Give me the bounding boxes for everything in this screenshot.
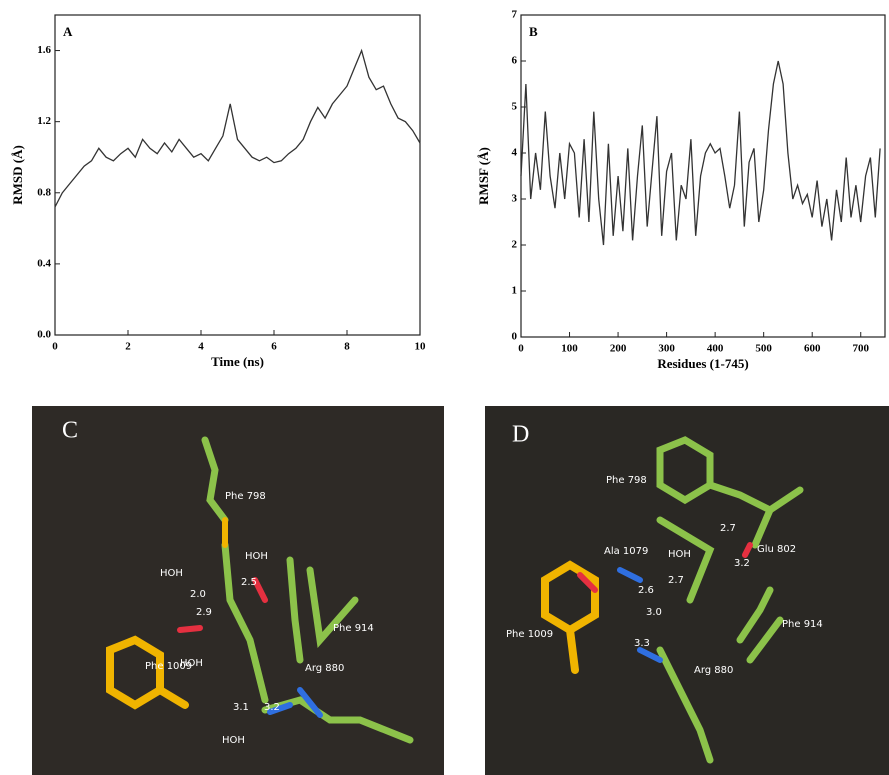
panel-label: B <box>529 24 538 39</box>
y-axis-label: RMSF (Å) <box>476 147 491 205</box>
x-axis-label: Residues (1-745) <box>657 356 748 371</box>
structure-annotation: Arg 880 <box>694 665 733 676</box>
structure-panel-label: C <box>62 418 78 444</box>
y-tick-label: 0 <box>512 331 518 343</box>
x-tick-label: 700 <box>852 343 869 355</box>
molecule-c <box>106 436 414 744</box>
y-tick-label: 1 <box>512 285 518 297</box>
x-tick-label: 400 <box>707 343 724 355</box>
structure-annotation: Phe 1009 <box>506 629 553 640</box>
plot-frame <box>54 14 421 336</box>
structure-annotation: HOH <box>180 658 203 669</box>
y-tick-label: 0.0 <box>37 329 51 341</box>
structure-annotation: 3.0 <box>646 607 662 618</box>
structure-annotation: 2.7 <box>720 523 736 534</box>
structure-panel-d <box>485 406 889 775</box>
x-tick-label: 200 <box>610 343 627 355</box>
y-tick-label: 1.2 <box>37 115 51 127</box>
structure-annotation: Phe 914 <box>782 619 823 630</box>
y-tick-label: 6 <box>512 55 518 67</box>
structure-annotation: 2.5 <box>241 577 257 588</box>
structure-annotation: HOH <box>160 568 183 579</box>
molecule-d <box>541 436 804 764</box>
structure-annotation: Phe 914 <box>333 623 374 634</box>
structure-annotation: 3.3 <box>634 638 650 649</box>
x-tick-label: 8 <box>344 341 350 353</box>
x-tick-label: 2 <box>125 341 131 353</box>
y-tick-label: 5 <box>512 101 518 113</box>
x-axis-label: Time (ns) <box>211 354 264 369</box>
y-tick-label: 4 <box>512 147 518 159</box>
x-tick-label: 4 <box>198 341 204 353</box>
structure-annotation: 2.0 <box>190 589 206 600</box>
structure-annotation: Arg 880 <box>305 663 344 674</box>
structure-annotation: HOH <box>668 549 691 560</box>
y-tick-label: 7 <box>512 9 518 21</box>
y-tick-label: 1.6 <box>37 44 51 56</box>
x-tick-label: 500 <box>755 343 772 355</box>
y-tick-label: 2 <box>512 239 518 251</box>
structure-annotation: 2.6 <box>638 585 654 596</box>
structure-annotation: Glu 802 <box>757 544 796 555</box>
structure-annotation: 3.1 <box>233 702 249 713</box>
x-tick-label: 600 <box>804 343 821 355</box>
structure-annotation: HOH <box>222 735 245 746</box>
y-axis-label: RMSD (Å) <box>10 145 25 205</box>
structure-panel-c <box>32 406 444 775</box>
structure-annotation: 3.2 <box>264 702 280 713</box>
structure-annotation: HOH <box>245 551 268 562</box>
structure-annotation: 2.9 <box>196 607 212 618</box>
x-tick-label: 300 <box>658 343 675 355</box>
x-tick-label: 0 <box>52 341 58 353</box>
data-line <box>54 48 421 208</box>
data-line <box>520 60 881 246</box>
structure-annotation: 2.7 <box>668 575 684 586</box>
structure-annotation: Phe 1009 <box>145 661 192 672</box>
panel-label: A <box>63 24 73 39</box>
structure-panel-label: D <box>512 422 529 448</box>
y-tick-label: 0.8 <box>37 186 51 198</box>
x-tick-label: 0 <box>518 343 524 355</box>
structure-annotation: Phe 798 <box>225 491 266 502</box>
x-tick-label: 100 <box>561 343 578 355</box>
structure-annotation: 3.2 <box>734 558 750 569</box>
x-tick-label: 6 <box>271 341 277 353</box>
structure-annotation: Ala 1079 <box>604 546 648 557</box>
y-tick-label: 0.4 <box>37 257 51 269</box>
y-tick-label: 3 <box>512 193 518 205</box>
x-tick-label: 10 <box>415 341 427 353</box>
structure-annotation: Phe 798 <box>606 475 647 486</box>
